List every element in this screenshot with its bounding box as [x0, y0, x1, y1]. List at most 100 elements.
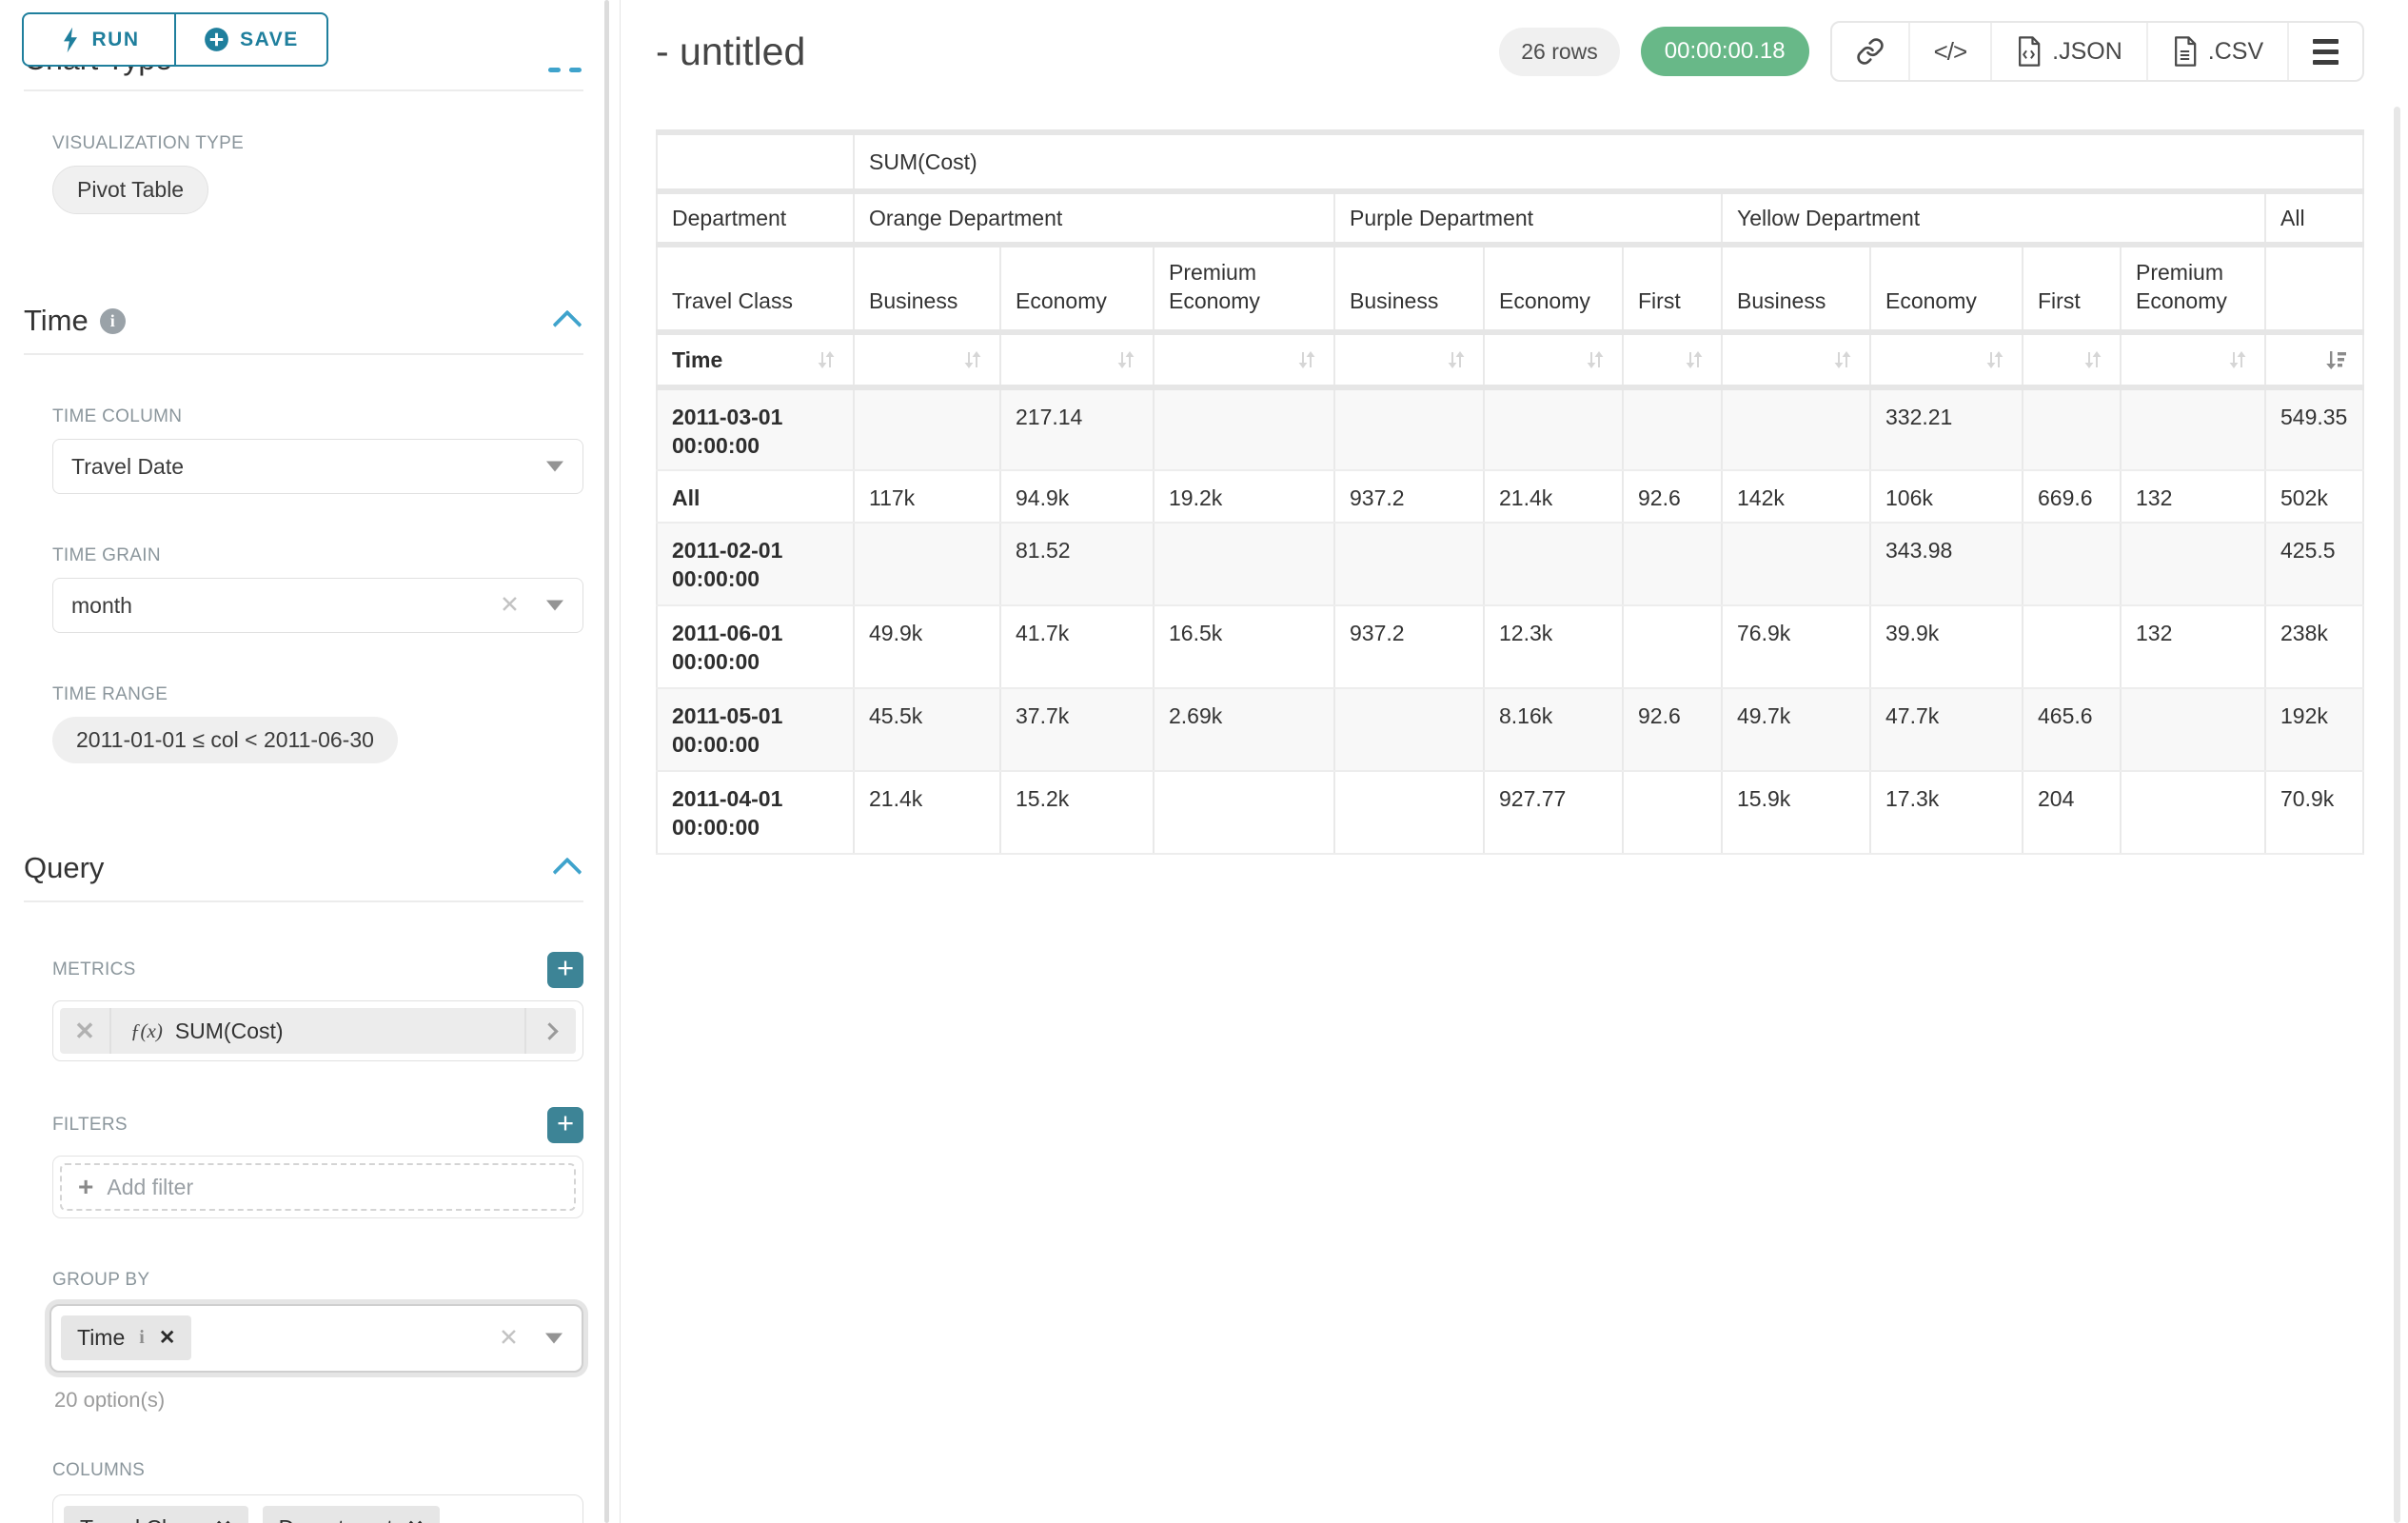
- chart-title[interactable]: - untitled: [656, 29, 806, 73]
- pivot-value-cell: 132: [2121, 470, 2266, 524]
- group-by-select[interactable]: Time i ✕ ✕: [49, 1304, 583, 1373]
- copy-link-button[interactable]: [1832, 23, 1908, 80]
- save-button[interactable]: SAVE: [175, 12, 328, 67]
- pivot-value-cell: [2121, 387, 2266, 471]
- view-query-button[interactable]: </>: [1907, 23, 1991, 80]
- sort-desc-icon[interactable]: [2323, 348, 2348, 371]
- dimension-chip[interactable]: Travel Class ✕: [64, 1506, 248, 1523]
- add-filter-dropzone[interactable]: + Add filter: [60, 1163, 576, 1211]
- export-button-group: </> .JSON .CSV: [1829, 21, 2365, 82]
- row-count-badge: 26 rows: [1499, 27, 1620, 76]
- pivot-sort-header[interactable]: [2121, 332, 2266, 390]
- export-csv-button[interactable]: .CSV: [2145, 23, 2287, 80]
- sort-icon[interactable]: [1585, 348, 1608, 371]
- pivot-data-row: 2011-06-01 00:00:00 49.9k 41.7k 16.5k 937.2 1…: [656, 605, 2365, 689]
- pivot-value-cell: 549.35: [2265, 387, 2365, 471]
- pivot-sort-header[interactable]: [1154, 332, 1335, 390]
- clear-icon[interactable]: ✕: [499, 1324, 519, 1352]
- plus-icon: +: [78, 1172, 94, 1201]
- chip-remove-icon[interactable]: ✕: [158, 1327, 176, 1349]
- sort-icon[interactable]: [1446, 348, 1469, 371]
- add-metric-button[interactable]: +: [547, 951, 583, 988]
- pivot-value-cell: 132: [2121, 605, 2266, 689]
- pivot-sort-header[interactable]: [1722, 332, 1871, 390]
- pivot-value-cell: 8.16k: [1484, 688, 1624, 772]
- time-column-value: Travel Date: [71, 453, 185, 479]
- sort-icon[interactable]: [1115, 348, 1138, 371]
- columns-select[interactable]: Travel Class✕ Department✕ ✕: [52, 1494, 583, 1523]
- dimension-chip[interactable]: Department ✕: [262, 1506, 441, 1523]
- sort-icon[interactable]: [1296, 348, 1319, 371]
- pivot-sort-header[interactable]: [1623, 332, 1723, 390]
- sort-icon[interactable]: [1684, 348, 1707, 371]
- chip-remove-icon[interactable]: ✕: [407, 1516, 424, 1523]
- pivot-travel-class-header: Business: [1722, 245, 1871, 335]
- pivot-travel-class-header: First: [1623, 245, 1723, 335]
- divider: [24, 900, 583, 902]
- visualization-type-pill[interactable]: Pivot Table: [52, 166, 209, 214]
- pivot-col-dimension-label: Travel Class: [656, 245, 855, 335]
- pivot-sort-header[interactable]: [2265, 332, 2365, 390]
- sidebar-content: VISUALIZATION TYPE Pivot Table Time i TI…: [0, 65, 620, 1523]
- pivot-value-cell: 41.7k: [1000, 605, 1155, 689]
- time-column-select[interactable]: Travel Date: [52, 439, 583, 494]
- pivot-value-cell: 238k: [2265, 605, 2365, 689]
- time-range-pill[interactable]: 2011-01-01 ≤ col < 2011-06-30: [52, 717, 398, 763]
- sort-icon[interactable]: [2082, 348, 2105, 371]
- pivot-value-cell: [1484, 523, 1624, 606]
- pivot-value-cell: [1484, 387, 1624, 471]
- dimension-chip[interactable]: Time i ✕: [61, 1315, 192, 1360]
- time-section-header[interactable]: Time i: [24, 304, 583, 338]
- pivot-value-cell: [1334, 771, 1485, 855]
- sort-icon[interactable]: [1984, 348, 2007, 371]
- sidebar-scrollbar[interactable]: [604, 0, 609, 1523]
- pivot-sort-header[interactable]: [854, 332, 1001, 390]
- pivot-value-cell: [1722, 387, 1871, 471]
- caret-down-icon[interactable]: [545, 1333, 563, 1344]
- remove-metric-icon[interactable]: ✕: [60, 1008, 111, 1054]
- time-grain-select[interactable]: month ✕: [52, 578, 583, 633]
- pivot-time-label: Time: [672, 346, 723, 372]
- pivot-sort-header[interactable]: [1334, 332, 1485, 390]
- metric-pill[interactable]: ✕ ƒ(x) SUM(Cost): [60, 1008, 576, 1054]
- pivot-value-cell: 21.4k: [854, 771, 1001, 855]
- pivot-value-cell: [2023, 523, 2122, 606]
- pivot-value-cell: [2023, 605, 2122, 689]
- time-section-title: Time: [24, 304, 89, 337]
- pivot-travel-class-header: Economy: [1000, 245, 1155, 335]
- pivot-table: SUM(Cost) Department Orange Department Purp…: [656, 129, 2365, 855]
- export-json-button[interactable]: .JSON: [1990, 23, 2146, 80]
- sort-icon[interactable]: [816, 348, 839, 371]
- add-filter-button[interactable]: +: [547, 1106, 583, 1143]
- pivot-time-sort-header[interactable]: Time: [656, 332, 855, 390]
- code-icon: </>: [1933, 36, 1968, 66]
- chip-remove-icon[interactable]: ✕: [215, 1516, 232, 1523]
- pivot-sort-header[interactable]: [1870, 332, 2023, 390]
- pivot-sort-header[interactable]: [2023, 332, 2122, 390]
- chevron-up-icon[interactable]: [555, 312, 583, 329]
- pivot-row-header: All: [656, 470, 855, 524]
- expand-metric-icon[interactable]: [524, 1008, 576, 1054]
- caret-down-icon[interactable]: [546, 461, 563, 472]
- pivot-sort-header[interactable]: [1000, 332, 1155, 390]
- columns-label: COLUMNS: [52, 1460, 146, 1480]
- menu-button[interactable]: [2287, 23, 2362, 80]
- run-button[interactable]: RUN: [22, 12, 175, 67]
- chevron-up-icon[interactable]: [555, 860, 583, 877]
- pivot-row-dimension-label: Department: [656, 191, 855, 247]
- clear-icon[interactable]: ✕: [500, 591, 520, 619]
- sort-icon[interactable]: [962, 348, 985, 371]
- chart-header-actions: 26 rows 00:00:00.18 </>: [1499, 21, 2365, 82]
- caret-down-icon[interactable]: [546, 600, 563, 611]
- sort-icon[interactable]: [2227, 348, 2250, 371]
- csv-file-icon: [2174, 36, 2197, 67]
- pivot-value-cell: 92.6: [1623, 688, 1723, 772]
- pivot-metric-header: SUM(Cost): [854, 129, 2365, 194]
- pivot-value-cell: 21.4k: [1484, 470, 1624, 524]
- time-grain-label: TIME GRAIN: [52, 545, 161, 565]
- chart-panel: - untitled 26 rows 00:00:00.18 </>: [621, 0, 2408, 1523]
- query-section-header[interactable]: Query: [24, 851, 583, 885]
- pivot-sort-header[interactable]: [1484, 332, 1624, 390]
- main-scrollbar[interactable]: [2394, 107, 2401, 1523]
- sort-icon[interactable]: [1832, 348, 1855, 371]
